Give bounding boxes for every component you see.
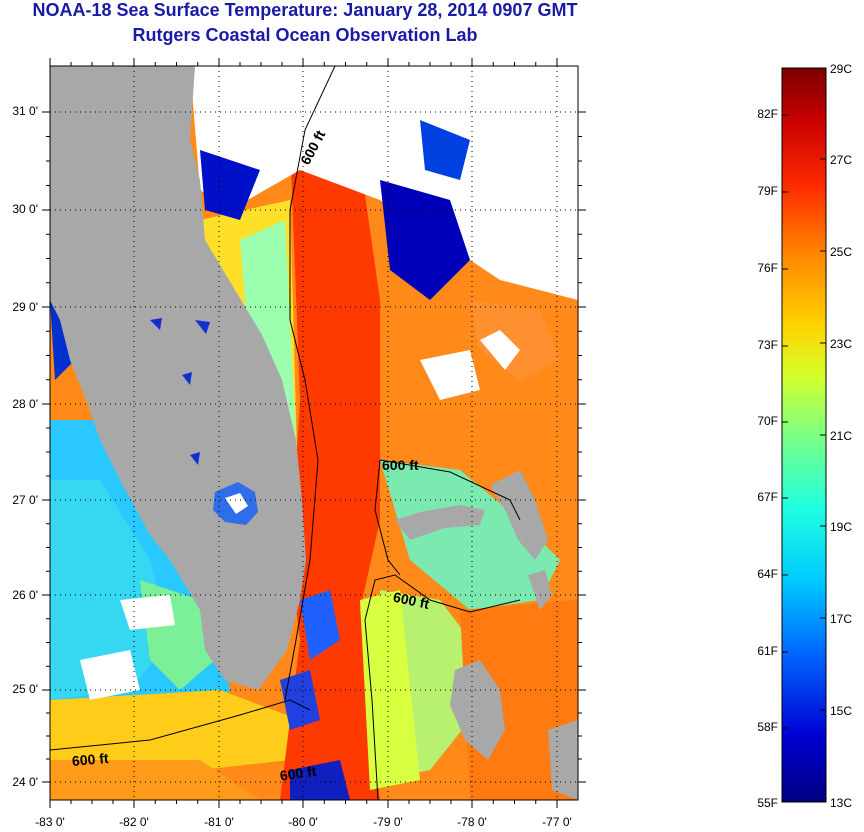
isobath-600ft: [50, 66, 521, 800]
colorbar-label-f: 79F: [757, 184, 778, 198]
colorbar-label-f: 82F: [757, 107, 778, 121]
isobath-label: 600 ft: [392, 589, 431, 612]
colorbar-label-f: 61F: [757, 644, 778, 658]
land-florida: [50, 66, 306, 690]
longitude-tick: -79 0': [373, 815, 403, 829]
isobath-label: 600 ft: [279, 763, 318, 784]
colorbar-label-c: 13C: [830, 796, 853, 810]
land-bahamas-grand: [395, 505, 485, 540]
longitude-tick: -82 0': [119, 815, 149, 829]
latitude-tick: 26 0': [12, 588, 38, 602]
latitude-tick: 29 0': [12, 300, 38, 314]
colorbar-label-c: 21C: [830, 429, 853, 443]
colorbar-label-f: 67F: [757, 490, 778, 504]
colorbar-label-f: 73F: [757, 338, 778, 352]
latitude-tick: 24 0': [12, 775, 38, 789]
graticule: [42, 58, 586, 808]
colorbar-label-c: 19C: [830, 520, 853, 534]
isobath-label: 600 ft: [382, 457, 419, 473]
latitude-tick: 28 0': [12, 397, 38, 411]
colorbar-label-f: 58F: [757, 720, 778, 734]
colorbar-label-f: 70F: [757, 414, 778, 428]
colorbar-label-c: 17C: [830, 612, 853, 626]
isobath-label: 600 ft: [71, 750, 109, 769]
colorbar-label-c: 25C: [830, 245, 853, 259]
colorbar-label-f: 76F: [757, 261, 778, 275]
longitude-tick: -81 0': [204, 815, 234, 829]
latitude-tick: 27 0': [12, 493, 38, 507]
map-title: NOAA-18 Sea Surface Temperature: January…: [32, 0, 578, 20]
latitude-tick: 25 0': [12, 682, 38, 696]
sst-raster: [50, 66, 578, 800]
colorbar-label-f: 64F: [757, 567, 778, 581]
land-bahamas-andros: [450, 660, 505, 760]
colorbar-label-f: 55F: [757, 796, 778, 810]
longitude-tick: -77 0': [542, 815, 572, 829]
land-bahamas-eleuthera: [528, 570, 552, 610]
colorbar: [781, 67, 827, 803]
colorbar-label-c: 15C: [830, 704, 853, 718]
longitude-tick: -78 0': [457, 815, 487, 829]
longitude-tick: -80 0': [288, 815, 318, 829]
land-bahamas-abaco: [490, 470, 548, 560]
latitude-tick: 31 0': [12, 104, 38, 118]
map-subtitle: Rutgers Coastal Ocean Observation Lab: [132, 25, 478, 45]
map-frame: [49, 65, 579, 801]
colorbar-label-c: 27C: [830, 153, 853, 167]
longitude-tick: -83 0': [35, 815, 65, 829]
latitude-tick: 30 0': [12, 202, 38, 216]
colorbar-label-c: 29C: [830, 62, 853, 76]
colorbar-label-c: 23C: [830, 337, 853, 351]
colorbar-ticks: [782, 114, 826, 729]
